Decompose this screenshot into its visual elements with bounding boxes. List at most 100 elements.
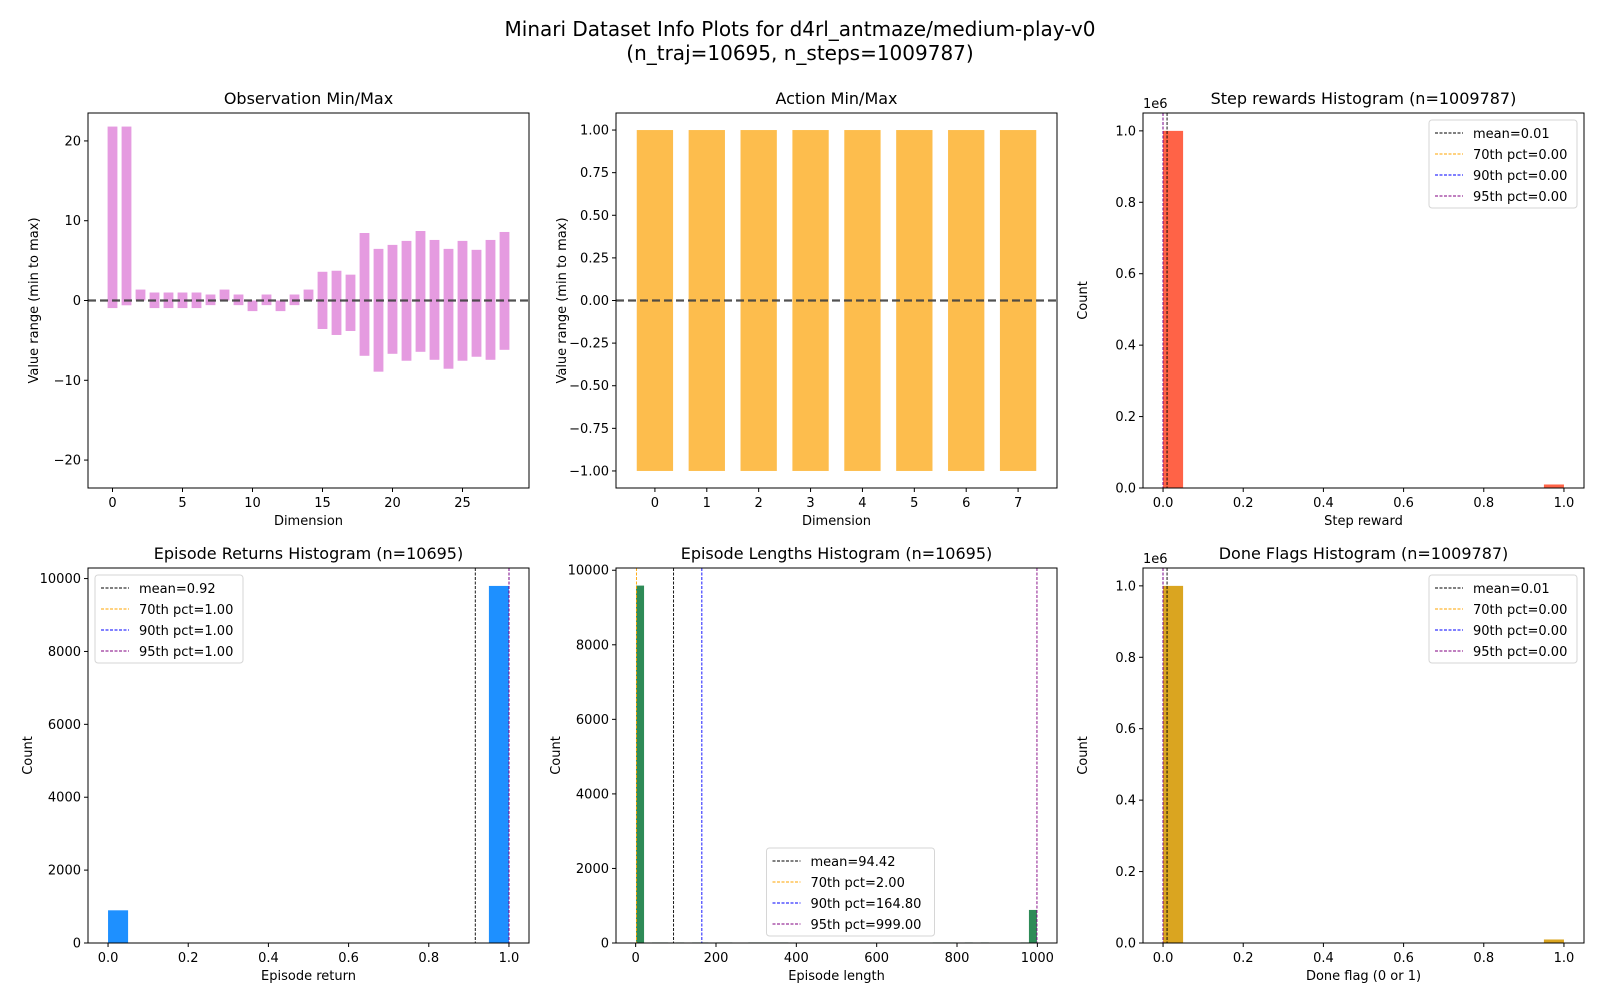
- y-axis-label: Count: [21, 736, 36, 775]
- legend-label-3: 95th pct=0.00: [1473, 190, 1567, 205]
- hist-bin-0: [636, 585, 645, 943]
- legend-label-0: mean=94.42: [811, 855, 896, 870]
- y-tick-label: 0.0: [1115, 937, 1136, 952]
- x-tick-label: 0.6: [1393, 496, 1414, 511]
- x-axis-label: Dimension: [802, 514, 871, 529]
- legend-frame: [1428, 119, 1578, 209]
- y-tick-label: 0.6: [1115, 722, 1136, 737]
- y-tick-label: 2000: [48, 864, 81, 879]
- bar-dim-4: [163, 292, 174, 309]
- bar-dim-22: [415, 231, 426, 352]
- bar-dim-23: [429, 239, 440, 360]
- y-tick-label: −10: [54, 374, 81, 389]
- bar-dim-10: [247, 300, 258, 312]
- plot-area: [108, 568, 510, 943]
- bar-dim-20: [387, 244, 398, 354]
- hist-bin-19: [1543, 939, 1564, 943]
- y-axis-label: Count: [1076, 281, 1091, 320]
- bar-dim-8: [219, 289, 230, 301]
- y-tick-label: −0.25: [569, 337, 609, 352]
- x-tick-label: 0.4: [1313, 951, 1334, 966]
- x-tick-label: 1.0: [499, 951, 520, 966]
- y-tick-label: 0.4: [1115, 339, 1136, 354]
- y-tick-label: 1.0: [1115, 124, 1136, 139]
- x-tick-label: 6: [962, 496, 970, 511]
- plot-area: [616, 130, 1057, 471]
- y-tick-label: 6000: [576, 713, 609, 728]
- legend-label-3: 95th pct=0.00: [1473, 645, 1567, 660]
- legend-label-3: 95th pct=999.00: [811, 918, 922, 933]
- legend-label-1: 70th pct=2.00: [811, 876, 905, 891]
- legend-label-2: 90th pct=0.00: [1473, 169, 1567, 184]
- legend-label-1: 70th pct=0.00: [1473, 603, 1567, 618]
- x-tick-label: 2: [755, 496, 763, 511]
- y-tick-label: 0: [73, 294, 81, 309]
- x-axis-label: Episode return: [261, 969, 356, 984]
- y-tick-label: 0.8: [1115, 196, 1136, 211]
- subplot-title: Action Min/Max: [775, 89, 897, 108]
- subplot-len: mean=94.42 70th pct=2.00 90th pct=164.80 95…: [549, 544, 1058, 984]
- plot-area: [1162, 568, 1564, 943]
- bar-dim-12: [275, 300, 286, 312]
- x-tick-label: 0.8: [1473, 496, 1494, 511]
- y-tick-label: 20: [64, 134, 81, 149]
- y-tick-label: 0.6: [1115, 267, 1136, 282]
- bar-dim-1: [121, 126, 132, 306]
- bar-dim-28: [499, 231, 510, 350]
- legend-frame: [1428, 574, 1578, 664]
- x-tick-label: 5: [910, 496, 918, 511]
- x-tick-label: 25: [454, 496, 471, 511]
- legend-label-1: 70th pct=1.00: [139, 603, 233, 618]
- legend-label-2: 90th pct=0.00: [1473, 624, 1567, 639]
- x-tick-label: 0.8: [418, 951, 439, 966]
- axis-offset-label: 1e6: [1143, 97, 1168, 112]
- y-tick-label: 0.2: [1115, 865, 1136, 880]
- y-tick-label: 8000: [48, 645, 81, 660]
- y-tick-label: 0: [73, 937, 81, 952]
- x-tick-label: 1.0: [1554, 496, 1575, 511]
- bar-dim-14: [303, 289, 314, 301]
- legend-frame: [94, 574, 244, 664]
- x-tick-label: 0: [632, 951, 640, 966]
- x-tick-label: 0.4: [1313, 496, 1334, 511]
- y-tick-label: 0.4: [1115, 794, 1136, 809]
- subplot-title: Done Flags Histogram (n=1009787): [1219, 544, 1509, 563]
- legend-label-3: 95th pct=1.00: [139, 645, 233, 660]
- x-tick-label: 5: [178, 496, 186, 511]
- legend-label-2: 90th pct=1.00: [139, 624, 233, 639]
- bar-dim-26: [471, 249, 482, 357]
- legend: mean=94.42 70th pct=2.00 90th pct=164.80 95…: [766, 847, 935, 937]
- x-tick-label: 1000: [1021, 951, 1054, 966]
- hist-bin-49: [1028, 909, 1037, 943]
- hist-bin-0: [108, 910, 129, 943]
- axes-frame: [87, 567, 530, 944]
- x-tick-label: 3: [806, 496, 814, 511]
- y-tick-label: −0.50: [569, 379, 609, 394]
- bar-dim-16: [331, 270, 342, 335]
- x-tick-label: 0.8: [1473, 951, 1494, 966]
- x-tick-label: 0.6: [338, 951, 359, 966]
- subplot-rew: mean=0.01 70th pct=0.00 90th pct=0.00 95th …: [1076, 89, 1585, 529]
- bar-dim-19: [373, 248, 384, 372]
- legend-label-2: 90th pct=164.80: [811, 897, 922, 912]
- subplot-obs: 0 5 10 15 20 25 −20 −10 0 10 20 Observation Min/Max…: [27, 89, 530, 529]
- legend: mean=0.01 70th pct=0.00 90th pct=0.00 95th …: [1428, 119, 1578, 209]
- y-tick-label: 8000: [576, 638, 609, 653]
- x-tick-label: 0.2: [178, 951, 199, 966]
- bar-dim-5: [177, 292, 188, 309]
- y-tick-label: 0.75: [580, 166, 609, 181]
- bar-dim-0: [107, 126, 118, 309]
- y-tick-label: 4000: [576, 787, 609, 802]
- plot-area: [635, 568, 1038, 943]
- y-tick-label: 0.00: [580, 294, 609, 309]
- legend-label-0: mean=0.01: [1473, 127, 1550, 142]
- x-tick-label: 800: [945, 951, 970, 966]
- y-axis-label: Value range (min to max): [555, 217, 570, 383]
- bar-dim-11: [261, 294, 272, 306]
- y-tick-label: 0.0: [1115, 482, 1136, 497]
- x-tick-label: 0: [108, 496, 116, 511]
- hist-bin-19: [1543, 484, 1564, 488]
- y-tick-label: 10: [64, 214, 81, 229]
